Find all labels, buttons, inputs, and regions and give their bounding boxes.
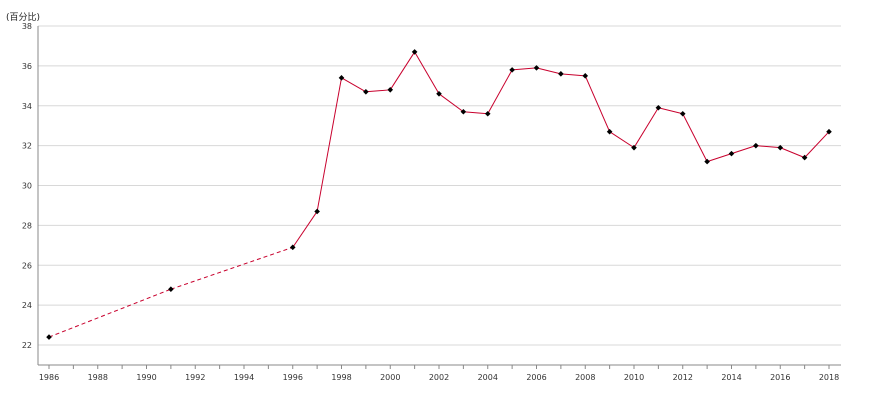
- data-point-2010: [631, 144, 637, 151]
- series-segment-2008-2009: [584, 75, 611, 132]
- data-point-2003: [460, 108, 467, 115]
- y-tick-label-22: 22: [22, 341, 32, 350]
- x-tick-label-1994: 1994: [234, 373, 254, 382]
- series-segment-2004-2005: [487, 69, 513, 114]
- data-point-2016: [777, 144, 784, 151]
- y-tick-label-24: 24: [22, 301, 32, 310]
- series-segment-2017-2018: [804, 131, 830, 158]
- x-tick-label-1990: 1990: [136, 373, 156, 382]
- x-tick-label-1992: 1992: [185, 373, 205, 382]
- series-segment-1991-1996: [170, 246, 293, 290]
- series-segment-2006-2007: [536, 67, 561, 75]
- y-axis-ticks: 22 24 26 28 30 32 34 36 38: [22, 22, 32, 350]
- x-tick-label-1996: 1996: [283, 373, 303, 382]
- x-tick-label-2008: 2008: [575, 373, 595, 382]
- x-tick-label-2016: 2016: [770, 373, 790, 382]
- series-segment-2009-2010: [609, 131, 635, 149]
- data-point-2018: [826, 128, 832, 135]
- data-point-1986: [46, 334, 52, 340]
- data-point-2009: [606, 128, 613, 135]
- data-point-2012: [679, 110, 686, 117]
- data-point-2011: [655, 104, 662, 111]
- data-point-2006: [533, 65, 540, 71]
- data-point-2007: [558, 71, 564, 77]
- y-tick-label-38: 38: [22, 22, 32, 31]
- series-segment-2012-2013: [682, 113, 708, 162]
- series-segment-2005-2006: [512, 67, 537, 71]
- series-segment-2000-2001: [389, 51, 416, 91]
- data-point-2004: [484, 110, 491, 117]
- series-lines: [48, 51, 830, 338]
- data-point-2000: [387, 87, 394, 93]
- x-tick-label-2004: 2004: [478, 373, 498, 382]
- y-tick-label-26: 26: [22, 261, 32, 270]
- x-tick-label-2006: 2006: [526, 373, 546, 382]
- data-point-2001: [411, 49, 418, 55]
- data-point-1996: [289, 244, 296, 251]
- x-tick-label-2014: 2014: [721, 373, 741, 382]
- series-segment-1997-1998: [316, 77, 342, 212]
- series-segment-1996-1997: [292, 211, 318, 248]
- series-segment-2014-2015: [731, 145, 757, 155]
- axes: [37, 26, 841, 366]
- y-tick-label-32: 32: [22, 142, 32, 151]
- series-segment-2016-2017: [780, 147, 805, 159]
- x-tick-label-2010: 2010: [624, 373, 644, 382]
- series-segment-2002-2003: [438, 93, 464, 113]
- y-tick-label-36: 36: [22, 62, 32, 71]
- series-segment-2010-2011: [633, 107, 659, 148]
- x-tick-label-1998: 1998: [331, 373, 351, 382]
- x-tick-label-1988: 1988: [88, 373, 108, 382]
- data-point-1999: [363, 89, 369, 95]
- data-point-2008: [582, 73, 589, 79]
- x-tick-label-2000: 2000: [380, 373, 400, 382]
- y-tick-label-30: 30: [22, 182, 32, 191]
- data-point-2014: [728, 150, 735, 157]
- data-point-1991: [168, 286, 174, 293]
- x-tick-label-1986: 1986: [39, 373, 59, 382]
- series-segment-2003-2004: [463, 111, 488, 115]
- x-tick-label-2012: 2012: [673, 373, 693, 382]
- data-points: [46, 49, 832, 340]
- series-segment-1998-1999: [341, 77, 367, 93]
- grid-lines: [38, 25, 841, 346]
- y-tick-label-34: 34: [22, 102, 32, 111]
- series-segment-1999-2000: [365, 89, 391, 93]
- series-segment-2007-2008: [560, 73, 586, 77]
- data-point-2013: [704, 158, 710, 165]
- data-point-1998: [338, 75, 345, 81]
- series-segment-2013-2014: [706, 153, 732, 163]
- data-point-2015: [753, 142, 759, 149]
- data-point-2005: [509, 67, 515, 73]
- data-point-2002: [436, 91, 442, 97]
- series-segment-2011-2012: [658, 107, 683, 115]
- series-segment-2001-2002: [414, 51, 440, 95]
- series-segment-2015-2016: [755, 145, 781, 149]
- x-tick-label-2002: 2002: [429, 373, 449, 382]
- x-axis-ticks: 1986 1988 1990 1992 1994 1996 1998 2000 2002 2004…: [39, 365, 839, 382]
- data-point-2017: [801, 154, 808, 161]
- data-point-1997: [314, 208, 320, 215]
- x-tick-label-2018: 2018: [819, 373, 839, 382]
- series-segment-1986-1991: [48, 288, 172, 338]
- y-tick-label-28: 28: [22, 221, 32, 230]
- y-axis-unit-label: (百分比): [6, 11, 40, 23]
